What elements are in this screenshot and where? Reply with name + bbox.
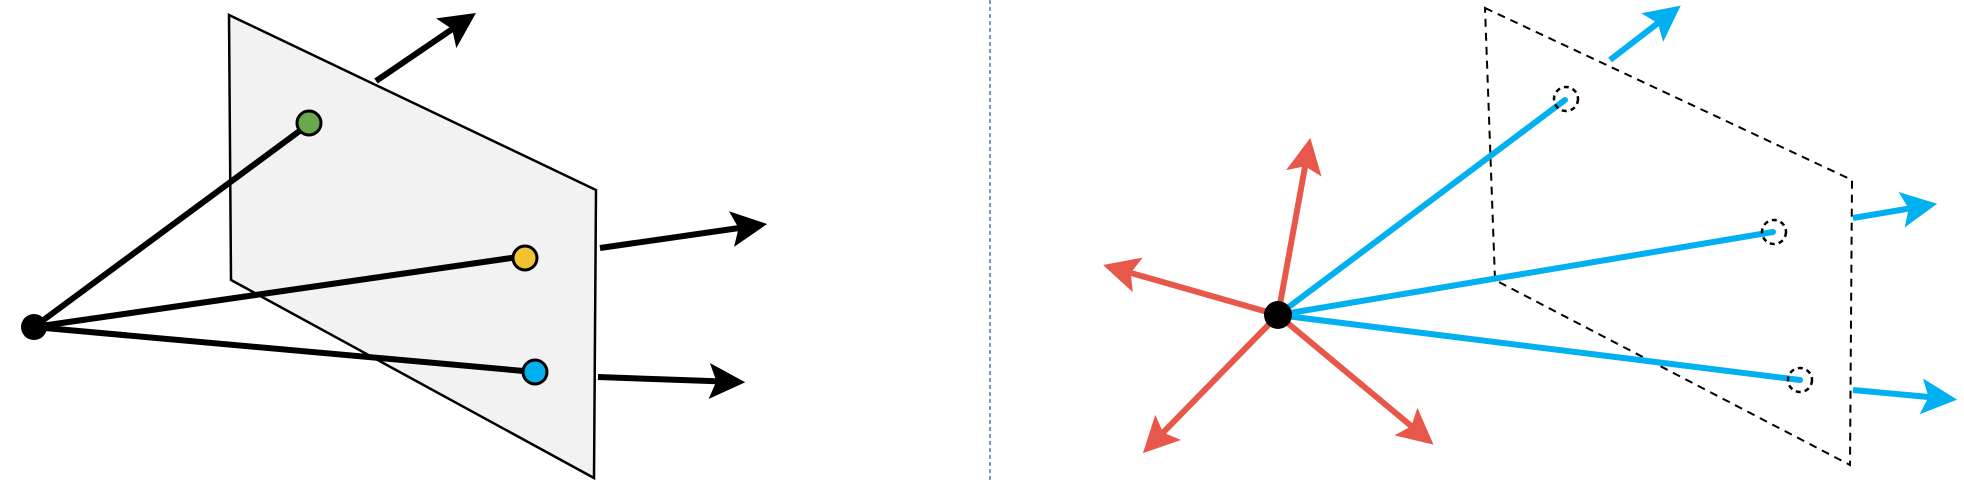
- dashed-point-bottom-icon: [1786, 366, 1814, 394]
- cyan-ray-middle: [1275, 229, 1776, 318]
- cyan-point-icon: [521, 358, 549, 386]
- cyan-arrow-up: [1608, 5, 1681, 63]
- cyan-arrow-right-1: [1852, 192, 1938, 228]
- dashed-point-middle-icon: [1760, 218, 1788, 246]
- right-panel: [1103, 5, 1958, 467]
- cyan-ray-top: [1275, 97, 1568, 318]
- arrow-up: [374, 12, 476, 84]
- red-arrow-up: [1275, 137, 1322, 316]
- green-point-icon: [295, 109, 323, 137]
- left-panel: [21, 12, 768, 481]
- camera-center-icon: [21, 314, 47, 340]
- image-plane: [227, 13, 598, 481]
- dashed-point-top-icon: [1552, 85, 1580, 113]
- yellow-point-icon: [511, 244, 539, 272]
- cyan-ray-bottom: [1275, 312, 1803, 383]
- dashed-image-plane: [1483, 6, 1854, 467]
- red-arrow-down-right: [1276, 312, 1434, 445]
- ray-green: [31, 121, 312, 330]
- ray-yellow: [31, 253, 528, 330]
- camera-center-right-icon: [1264, 301, 1292, 329]
- cyan-arrow-right-2: [1852, 378, 1958, 415]
- red-arrow-left: [1103, 257, 1279, 318]
- ray-cyan: [31, 324, 538, 375]
- red-arrow-down-left: [1142, 312, 1281, 454]
- arrow-right-1: [599, 211, 768, 251]
- arrow-right-2: [597, 362, 746, 399]
